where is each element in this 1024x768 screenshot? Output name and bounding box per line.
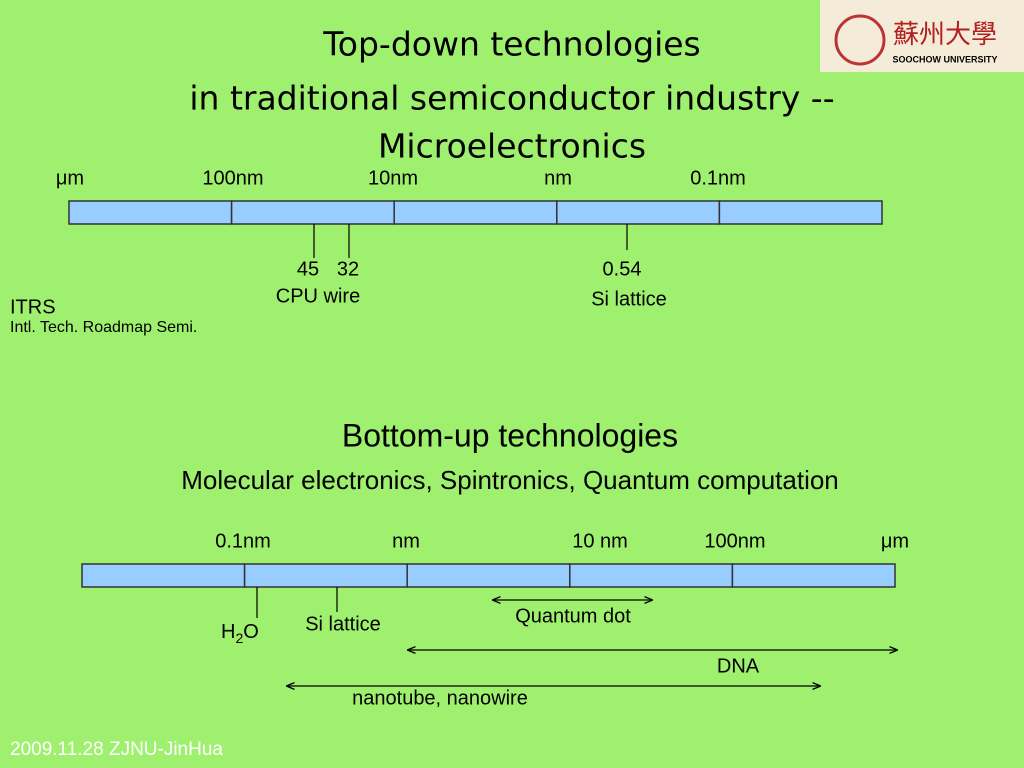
bar-segment: [243, 563, 408, 588]
bar-segment: [406, 563, 571, 588]
itrs-full: Intl. Tech. Roadmap Semi.: [10, 319, 197, 336]
mark-label: Si lattice: [591, 288, 667, 310]
logo: 蘇州大學 SOOCHOW UNIVERSITY: [820, 0, 1024, 72]
logo-chinese: 蘇州大學: [893, 19, 997, 49]
scale-label: 10nm: [368, 167, 418, 189]
mark-label: 45: [297, 258, 319, 280]
scale-label: μm: [881, 530, 909, 552]
h2o: H2O: [221, 621, 259, 645]
scale-bar: [68, 200, 883, 225]
title-line: Microelectronics: [378, 127, 646, 166]
bar-segment: [393, 200, 558, 225]
range-label: DNA: [717, 655, 760, 677]
h2o-part: 2: [235, 630, 243, 646]
mark-label: 0.54: [603, 258, 642, 280]
range-label: Quantum dot: [515, 605, 631, 627]
scale-label: 100nm: [704, 530, 765, 552]
scale-label: 0.1nm: [215, 530, 271, 552]
title-line: Top-down technologies: [322, 25, 701, 64]
bar-segment: [556, 200, 721, 225]
logo-box: [820, 0, 1024, 72]
bar-segment: [81, 563, 246, 588]
itrs: ITRS: [10, 296, 56, 318]
scale-label: μm: [56, 167, 84, 189]
scale-label: 10 nm: [572, 530, 628, 552]
mark-label: 32: [337, 258, 359, 280]
scale-bar: [81, 563, 896, 588]
logo-english: SOOCHOW UNIVERSITY: [892, 54, 997, 64]
bar-segment: [230, 200, 395, 225]
mark-label: Si lattice: [305, 613, 381, 635]
range-label: nanotube, nanowire: [352, 687, 528, 709]
logo-seal: [834, 14, 886, 66]
bar-segment: [569, 563, 734, 588]
bar-segment: [731, 563, 896, 588]
bar-segment: [68, 200, 233, 225]
scale-label: nm: [544, 167, 572, 189]
mark-label: CPU wire: [276, 285, 360, 307]
scale-label: 100nm: [202, 167, 263, 189]
h2o-part: H: [221, 621, 235, 643]
bar-segment: [718, 200, 883, 225]
footer: 2009.11.28 ZJNU-JinHua: [10, 739, 223, 760]
section-subtitle: Molecular electronics, Spintronics, Quan…: [181, 465, 839, 495]
h2o-part: O: [243, 621, 259, 643]
scale-label: nm: [392, 530, 420, 552]
scale-label: 0.1nm: [690, 167, 746, 189]
title-line: in traditional semiconductor industry --: [189, 79, 834, 118]
section-title: Bottom-up technologies: [342, 417, 678, 453]
